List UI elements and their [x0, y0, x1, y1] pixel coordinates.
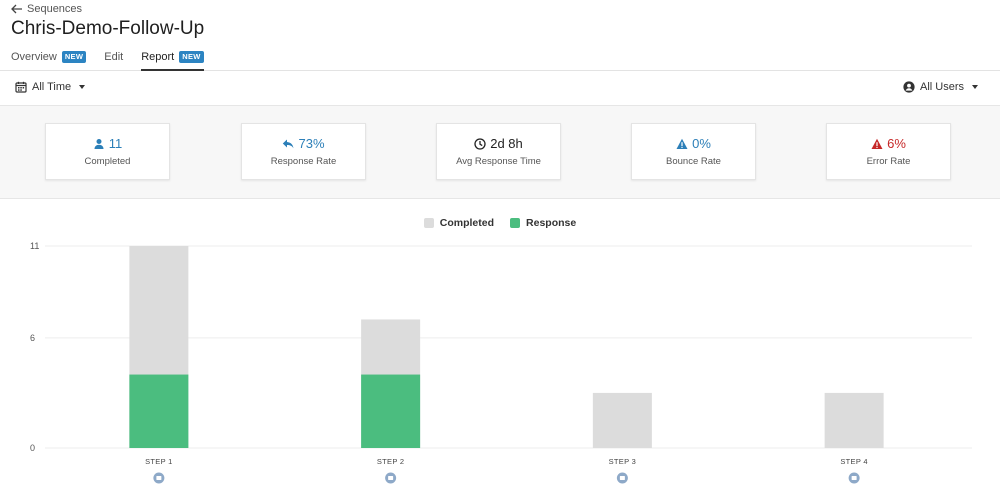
stat-card-bounce-rate: 0% Bounce Rate: [631, 123, 756, 180]
stat-card-error-rate: 6% Error Rate: [826, 123, 951, 180]
bar-response: [361, 374, 421, 448]
tab-overview[interactable]: Overview NEW: [11, 49, 87, 71]
bar-response: [129, 374, 189, 448]
warning-icon: [871, 138, 883, 149]
new-badge: NEW: [179, 51, 204, 63]
legend-item-response[interactable]: Response: [510, 217, 576, 229]
x-tick-label: STEP 1: [145, 457, 173, 466]
stat-card-avg-response-time: 2d 8h Avg Response Time: [436, 123, 561, 180]
stat-label: Avg Response Time: [456, 156, 541, 167]
warning-icon: [676, 138, 688, 149]
stat-value-row: 6%: [827, 136, 950, 151]
reply-icon: [283, 139, 294, 148]
stat-value: 2d 8h: [490, 136, 523, 151]
caret-down-icon: [972, 85, 978, 89]
step-chart: Completed Response 0 6 11 STEP 1 STEP 2 STEP …: [0, 199, 1000, 502]
email-step-icon-glyph: [619, 476, 625, 480]
x-tick-label: STEP 4: [840, 457, 868, 466]
stat-value-row: 0%: [632, 136, 755, 151]
user-circle-icon: [903, 81, 915, 93]
stat-label: Response Rate: [270, 156, 337, 167]
stat-label: Error Rate: [866, 156, 911, 167]
user-filter-dropdown[interactable]: All Users: [903, 81, 978, 93]
caret-down-icon: [79, 85, 86, 89]
stat-card-completed: 11 Completed: [45, 123, 170, 180]
stat-card-response-rate: 73% Response Rate: [241, 123, 366, 180]
stat-value: 11: [108, 136, 123, 151]
legend-item-completed[interactable]: Completed: [423, 217, 495, 229]
back-link-label: Sequences: [27, 3, 83, 15]
legend-label: Response: [526, 217, 577, 229]
y-tick-label: 11: [30, 241, 39, 251]
bar-completed: [592, 392, 652, 448]
filter-toolbar: All Time All Users: [0, 71, 1000, 106]
stat-value: 73%: [298, 136, 325, 151]
back-link[interactable]: Sequences: [11, 3, 82, 15]
arrow-left-icon: [11, 4, 22, 14]
legend-swatch: [510, 218, 521, 228]
stat-value: 0%: [692, 136, 711, 151]
bar-completed: [824, 392, 884, 448]
stat-value: 6%: [887, 136, 906, 151]
legend-swatch: [423, 218, 434, 228]
tab-overview-label: Overview: [11, 51, 57, 63]
email-step-icon-glyph: [156, 476, 162, 480]
stat-value-row: 2d 8h: [437, 136, 560, 151]
tab-edit-label: Edit: [104, 51, 124, 63]
new-badge: NEW: [61, 51, 87, 63]
calendar-icon: [15, 81, 27, 93]
clock-icon: [474, 137, 486, 150]
chart-legend: Completed Response: [0, 217, 1000, 229]
email-step-icon-glyph: [388, 476, 394, 480]
x-tick-label: STEP 2: [377, 457, 405, 466]
tab-edit[interactable]: Edit: [104, 49, 123, 71]
tab-report-label: Report: [141, 51, 175, 63]
tab-bar: Overview NEW Edit Report NEW: [11, 49, 205, 71]
stat-value-row: 11: [46, 136, 169, 151]
tab-report[interactable]: Report NEW: [141, 49, 205, 71]
user-filter-label: All Users: [919, 81, 964, 93]
legend-label: Completed: [439, 217, 495, 229]
time-filter-dropdown[interactable]: All Time: [15, 81, 86, 93]
page-header: Sequences Chris-Demo-Follow-Up Overview …: [0, 0, 1000, 71]
stat-value-row: 73%: [242, 136, 365, 151]
stat-label: Bounce Rate: [666, 156, 721, 167]
stat-label: Completed: [84, 156, 131, 167]
user-icon: [94, 138, 104, 149]
chart-plot: 0 6 11 STEP 1 STEP 2 STEP 3 STEP 4: [30, 241, 972, 484]
page-title: Chris-Demo-Follow-Up: [11, 18, 205, 39]
y-tick-label: 6: [30, 333, 35, 343]
time-filter-label: All Time: [32, 81, 72, 93]
y-tick-label: 0: [30, 443, 35, 453]
stats-panel: 11 Completed 73% Response Rate 2d 8h Avg…: [0, 106, 1000, 199]
email-step-icon-glyph: [851, 476, 857, 480]
x-tick-label: STEP 3: [609, 457, 637, 466]
